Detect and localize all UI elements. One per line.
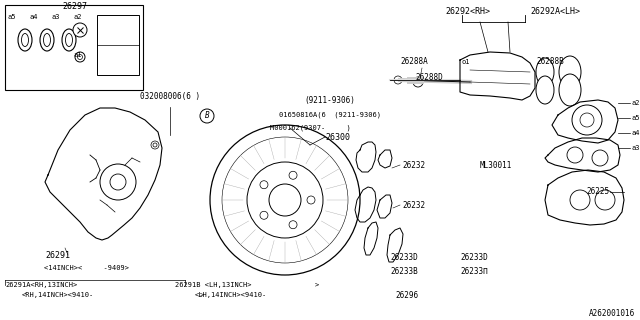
Text: 26291: 26291 [45,251,70,260]
Ellipse shape [65,34,72,46]
Circle shape [567,147,583,163]
Text: a1: a1 [73,52,81,58]
Text: a2: a2 [73,14,81,20]
Text: 26296: 26296 [395,291,418,300]
Text: A262001016: A262001016 [589,308,635,317]
Circle shape [200,109,214,123]
Text: 26291B <LH,13INCH>: 26291B <LH,13INCH> [175,282,252,288]
Text: (9211-9306): (9211-9306) [305,95,355,105]
Text: 26288B: 26288B [536,58,564,67]
Text: <14INCH><     -9409>: <14INCH>< -9409> [44,265,129,271]
Text: a2: a2 [632,100,640,106]
Circle shape [269,184,301,216]
Text: a4: a4 [632,130,640,136]
Circle shape [222,137,348,263]
Ellipse shape [559,74,581,106]
Text: 01650816A(6  (9211-9306): 01650816A(6 (9211-9306) [279,112,381,118]
Text: ML30011: ML30011 [480,161,513,170]
Bar [5,5,143,90]
Circle shape [580,113,594,127]
Circle shape [570,190,590,210]
Text: 26291A<RH,13INCH>: 26291A<RH,13INCH> [5,282,77,288]
Text: <RH,14INCH><9410-: <RH,14INCH><9410- [22,292,94,298]
Circle shape [413,77,423,87]
Text: 26225: 26225 [587,188,610,196]
Circle shape [260,211,268,219]
Text: <LH,14INCH><9410-: <LH,14INCH><9410- [195,292,268,298]
Circle shape [73,23,87,37]
Text: B: B [205,111,209,121]
Text: a5: a5 [632,115,640,121]
Text: 26288D: 26288D [415,74,443,83]
Ellipse shape [62,29,76,51]
Circle shape [210,125,360,275]
Circle shape [100,164,136,200]
Circle shape [572,105,602,135]
Circle shape [307,196,315,204]
Ellipse shape [40,29,54,51]
Circle shape [110,174,126,190]
Circle shape [77,54,83,60]
Circle shape [289,221,297,229]
Circle shape [289,171,297,179]
Text: 26232: 26232 [402,201,425,210]
Text: 26297: 26297 [63,2,88,11]
Text: 26233D: 26233D [460,253,488,262]
Text: a4: a4 [30,14,38,20]
Text: >: > [315,282,319,288]
Circle shape [75,52,85,62]
Circle shape [260,181,268,189]
Text: a5: a5 [8,14,17,20]
Text: a3: a3 [632,145,640,151]
Circle shape [592,150,608,166]
Ellipse shape [536,58,554,86]
Text: 26233D: 26233D [390,253,418,262]
Text: o1: o1 [462,59,470,65]
Text: 26288A: 26288A [400,58,428,67]
Ellipse shape [18,29,32,51]
Text: 26292A<LH>: 26292A<LH> [530,7,580,17]
Ellipse shape [536,76,554,104]
Ellipse shape [44,34,51,46]
Text: >: > [200,292,204,298]
Circle shape [394,76,402,84]
Circle shape [247,162,323,238]
Bar [97,15,139,75]
Text: 26232: 26232 [402,161,425,170]
Ellipse shape [22,34,29,46]
Circle shape [595,190,615,210]
Text: 26300: 26300 [325,132,350,141]
Text: M000162(9307-     ): M000162(9307- ) [269,125,350,131]
Text: 26292<RH>: 26292<RH> [445,7,490,17]
Text: 26233Π: 26233Π [460,268,488,276]
Circle shape [153,143,157,147]
Circle shape [151,141,159,149]
Text: 26233B: 26233B [390,268,418,276]
Text: 032008006(6 ): 032008006(6 ) [140,92,200,101]
Ellipse shape [559,56,581,88]
Text: a3: a3 [52,14,61,20]
